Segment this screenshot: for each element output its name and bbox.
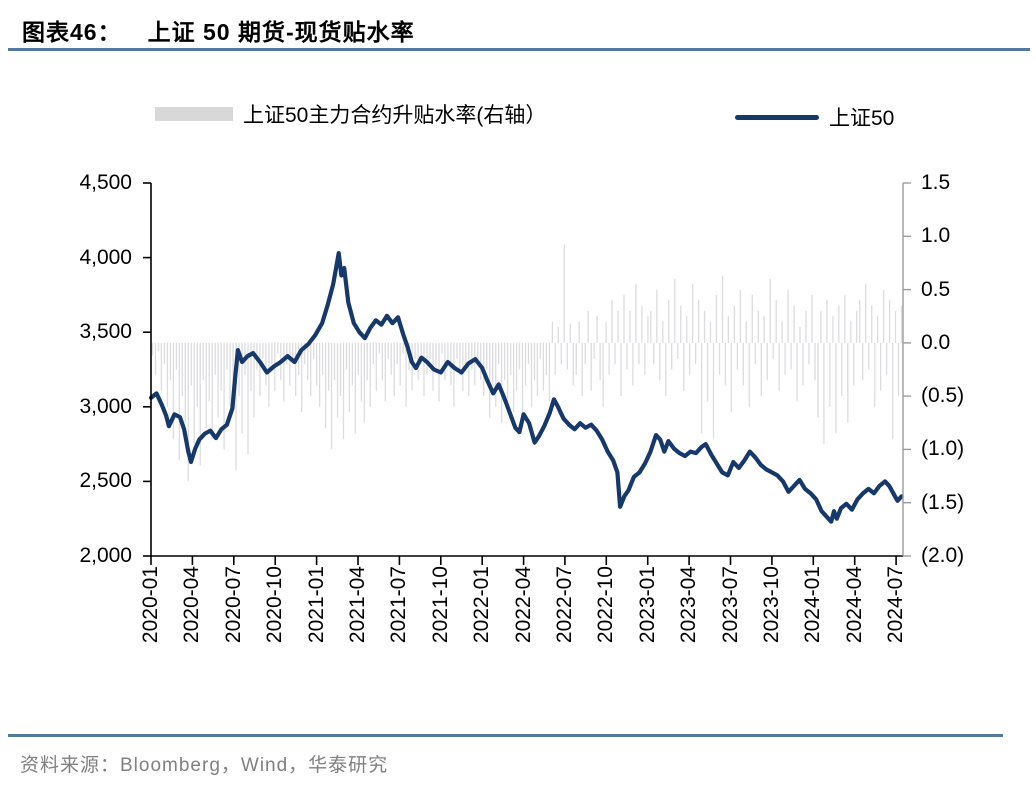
line-series-label: 上证50 [829,107,895,130]
right-axis-tick-label: 0.0 [921,330,951,354]
x-axis-tick-label: 2023-01 [635,566,659,644]
left-axis-tick-label: 2,500 [79,469,132,493]
page-title: 图表46： 上证 50 期货-现货贴水率 [22,13,415,47]
x-axis-tick-label: 2022-07 [552,566,576,644]
right-axis-tick-label: 0.5 [921,277,951,301]
bar-series-swatch [155,107,233,121]
x-axis-tick-label: 2020-04 [180,566,204,644]
right-axis-tick-label: (1.5) [921,490,965,514]
left-axis-tick-label: 4,500 [79,171,132,194]
left-axis-tick-label: 3,500 [79,320,132,344]
x-axis-tick-label: 2020-07 [221,566,245,644]
x-axis-tick-label: 2021-07 [387,566,411,644]
x-axis-tick-label: 2024-04 [842,566,866,644]
x-axis-tick-label: 2021-01 [304,566,328,644]
x-axis-tick-label: 2023-04 [677,566,701,644]
legend-item-index: 上证50 [735,102,894,132]
left-axis-tick-label: 2,000 [79,544,132,567]
x-axis-tick-label: 2022-01 [470,566,494,644]
line-series-swatch [735,114,819,120]
left-axis-tick-label: 4,000 [79,245,132,269]
right-axis-tick-label: 1.0 [921,224,951,248]
chart-plot [143,182,911,565]
x-axis-tick-label: 2023-07 [718,566,742,644]
x-axis-tick-label: 2021-10 [428,566,452,644]
x-axis-tick-label: 2022-04 [511,566,535,644]
figure-title: 上证 50 期货-现货贴水率 [147,19,415,45]
x-axis-tick-label: 2024-01 [801,566,825,644]
source-divider [8,734,1003,737]
x-axis-tick-label: 2021-04 [345,566,369,644]
x-axis-tick-label: 2020-10 [263,566,287,644]
figure-number: 图表46： [22,19,122,45]
right-axis-tick-label: (0.5) [921,384,965,408]
x-axis-tick-label: 2020-01 [139,566,162,644]
title-divider [8,48,1030,51]
x-axis-tick-label: 2024-07 [884,566,908,644]
source-note: 资料来源：Bloomberg，Wind，华泰研究 [20,755,389,776]
legend-item-basis: 上证50主力合约升贴水率(右轴） [155,99,546,129]
right-axis-tick-label: (1.0) [921,437,965,461]
x-axis-tick-label: 2022-10 [594,566,618,644]
right-axis-tick-label: (2.0) [921,544,965,567]
right-axis-tick-label: 1.5 [921,171,951,194]
x-axis-tick-label: 2023-10 [759,566,783,644]
left-axis-tick-label: 3,000 [79,394,132,418]
bar-series-label: 上证50主力合约升贴水率(右轴） [243,104,547,127]
